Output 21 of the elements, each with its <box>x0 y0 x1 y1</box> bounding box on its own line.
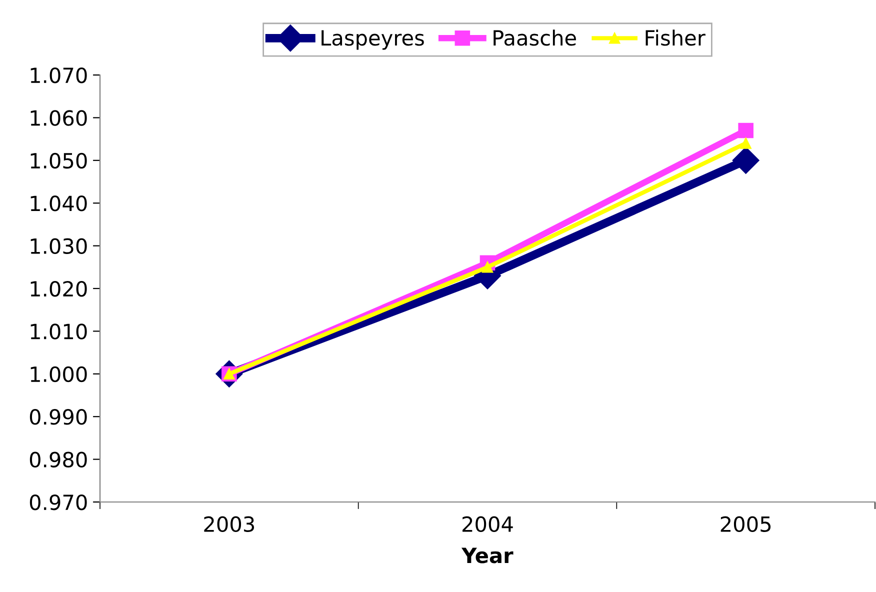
x-tick-label: 2003 <box>204 516 254 532</box>
y-tick-label: 1.060 <box>30 110 87 126</box>
y-tick-label: 1.050 <box>30 152 87 169</box>
y-tick-label: 0.980 <box>30 452 87 468</box>
y-tick-label: 0.990 <box>30 409 87 425</box>
x-tick-label: 2005 <box>720 516 771 532</box>
y-tick-label: 1.040 <box>30 196 87 212</box>
legend-label: Fisher <box>646 30 706 46</box>
y-tick-label: 1.030 <box>30 238 87 254</box>
x-axis-title: Year <box>461 548 514 564</box>
y-tick-label: 1.070 <box>30 67 87 84</box>
y-tick-label: 0.970 <box>30 494 87 510</box>
point <box>740 138 752 149</box>
y-tick-label: 1.020 <box>30 280 87 297</box>
y-tick-label: 1.000 <box>30 366 87 382</box>
legend-label: Paasche <box>494 30 576 46</box>
legend-label: Laspeyres <box>322 30 424 50</box>
x-tick-label: 2004 <box>462 516 513 532</box>
y-tick-label: 1.010 <box>30 324 87 340</box>
point <box>732 146 760 174</box>
point <box>738 122 754 138</box>
